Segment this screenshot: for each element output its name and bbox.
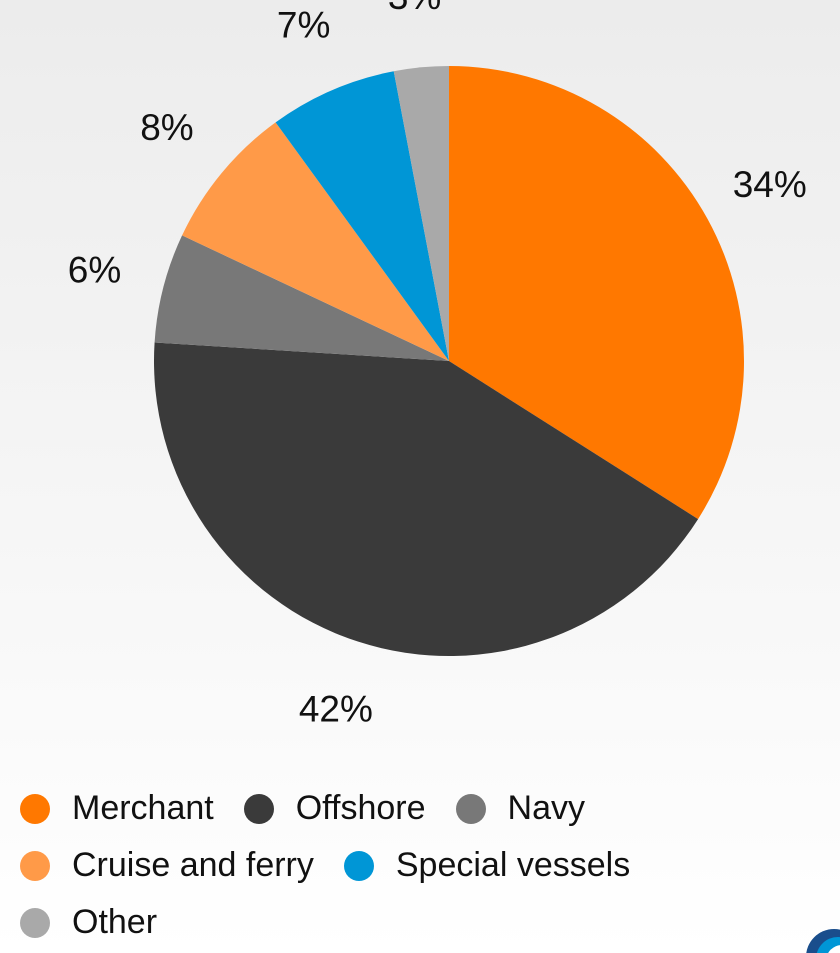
legend-label: Merchant [72,789,214,827]
legend-row: Other [20,894,820,951]
pie-slice-special-vessels [275,71,449,362]
pie-slice-other [393,66,449,361]
legend-item-other: Other [20,903,157,942]
legend-item-merchant: Merchant [20,789,214,828]
legend-row: Cruise and ferry Special vessels [20,837,820,894]
legend-swatch-icon [455,793,486,824]
legend-label: Other [72,903,158,941]
data-label-merchant: 34% [733,164,807,205]
data-label-navy: 6% [68,249,121,290]
legend-swatch-icon [20,793,50,824]
data-label-offshore: 42% [299,689,373,730]
pie-slice-cruise-and-ferry [182,122,449,361]
pie-slice-merchant [449,66,744,520]
legend-label: Offshore [295,789,426,827]
pie-slice-offshore [153,342,699,657]
data-label-cruise-and-ferry: 8% [140,107,193,148]
legend-item-cruise-and-ferry: Cruise and ferry [20,846,314,885]
legend-row: Merchant Offshore Navy [20,780,820,837]
legend-label: Special vessels [395,846,631,884]
data-label-special-vessels: 7% [277,5,330,46]
legend-label: Cruise and ferry [72,846,314,884]
legend-swatch-icon [20,907,50,938]
company-logo-icon [796,927,840,953]
legend-swatch-icon [343,850,374,881]
chart-legend: Merchant Offshore Navy Cruise and ferry Spec… [20,780,820,951]
pie-data-labels: 34% 42% 6% 8% 7% 3% [68,0,807,730]
legend-label: Navy [507,789,585,827]
pie-slices [153,66,744,657]
legend-swatch-icon [20,850,50,881]
legend-swatch-icon [243,793,274,824]
pie-chart: 34% 42% 6% 8% 7% 3% [68,0,807,730]
legend-item-navy: Navy [455,789,585,828]
data-label-other: 3% [388,0,441,17]
legend-item-offshore: Offshore [243,789,426,828]
legend-item-special-vessels: Special vessels [343,846,631,885]
pie-slice-navy [154,235,450,361]
